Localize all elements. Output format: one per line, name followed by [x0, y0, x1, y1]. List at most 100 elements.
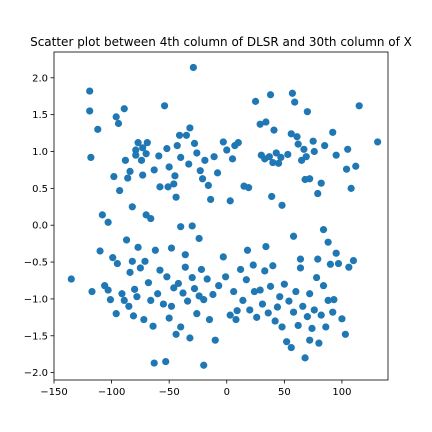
scatter-point [326, 260, 335, 268]
scatter-point [330, 296, 338, 304]
scatter-point [274, 159, 283, 167]
scatter-point [341, 330, 349, 338]
scatter-point [163, 144, 171, 153]
scatter-point [266, 91, 275, 99]
scatter-point [230, 287, 238, 296]
scatter-point [342, 165, 351, 173]
scatter-point [226, 197, 234, 205]
points-layer [67, 63, 382, 369]
scatter-point [156, 183, 164, 191]
y-tick-label: 2.0 [32, 73, 48, 84]
scatter-point [104, 286, 112, 294]
scatter-point [299, 302, 307, 310]
scatter-point [251, 97, 260, 105]
scatter-point [170, 284, 178, 292]
scatter-point [303, 108, 311, 116]
scatter-point [312, 273, 321, 282]
scatter-point [86, 87, 94, 95]
scatter-point [197, 265, 206, 274]
scatter-point [280, 280, 288, 288]
scatter-point [288, 89, 297, 97]
scatter-point [177, 153, 185, 161]
scatter-point [269, 158, 277, 167]
scatter-point [126, 268, 134, 276]
scatter-point [186, 334, 194, 342]
scatter-point [190, 285, 199, 293]
scatter-point [172, 330, 180, 338]
scatter-point [126, 167, 134, 176]
scatter-point [278, 201, 286, 209]
scatter-point [210, 153, 218, 161]
scatter-point [165, 314, 173, 322]
x-tick-label: 0 [224, 387, 230, 398]
scatter-point [86, 107, 94, 115]
scatter-point [154, 290, 162, 298]
scatter-point [329, 308, 337, 316]
scatter-point [287, 343, 295, 352]
scatter-point [314, 255, 322, 263]
scatter-point [165, 163, 173, 171]
y-tick-label: −1.0 [24, 294, 48, 305]
scatter-point [195, 234, 203, 243]
chart-title: Scatter plot between 4th column of DLSR … [30, 35, 412, 49]
scatter-point [301, 354, 309, 362]
scatter-point [204, 181, 212, 190]
scatter-point [293, 133, 301, 141]
scatter-point [139, 171, 147, 179]
scatter-point [167, 244, 176, 252]
scatter-point [198, 175, 207, 183]
scatter-point [319, 282, 328, 290]
scatter-point [294, 140, 302, 148]
scatter-point [219, 253, 227, 261]
scatter-point [125, 302, 133, 310]
scatter-point [289, 308, 298, 316]
scatter-point [317, 179, 325, 187]
scatter-point [324, 296, 332, 304]
scatter-point [314, 189, 322, 198]
x-tick-label: −100 [98, 387, 125, 398]
scatter-point [258, 300, 267, 308]
scatter-point [87, 153, 95, 161]
scatter-point [112, 310, 120, 318]
scatter-point [306, 290, 314, 298]
scatter-point [104, 218, 112, 226]
scatter-point [137, 156, 146, 164]
scatter-point [242, 276, 250, 284]
scatter-point [272, 149, 280, 157]
scatter-point [223, 146, 231, 154]
scatter-point [277, 153, 285, 161]
scatter-point [256, 120, 264, 128]
scatter-point [310, 147, 318, 156]
scatter-point [201, 156, 209, 164]
scatter-point [94, 125, 102, 133]
plot-frame [53, 51, 389, 381]
scatter-point [114, 119, 123, 128]
x-tick-label: −150 [40, 387, 67, 398]
scatter-point [306, 336, 314, 344]
scatter-point [226, 311, 234, 319]
y-tick-label: 0.0 [32, 221, 48, 232]
scatter-point [228, 155, 237, 163]
scatter-point [140, 315, 148, 324]
scatter-point [211, 336, 219, 344]
scatter-point [171, 172, 179, 180]
scatter-point [144, 279, 153, 287]
scatter-point [129, 312, 138, 320]
scatter-point [246, 306, 254, 314]
scatter-point [173, 142, 181, 150]
scatter-point [106, 296, 115, 304]
scatter-point [213, 169, 222, 177]
scatter-point [139, 144, 147, 152]
scatter-point [308, 324, 316, 332]
scatter-point [344, 145, 352, 153]
scatter-point [262, 242, 270, 251]
x-tick-label: 50 [278, 387, 291, 398]
y-tick-label: −0.5 [24, 258, 48, 269]
scatter-point [261, 267, 269, 275]
scatter-point [175, 131, 184, 139]
scatter-point [302, 153, 310, 161]
scatter-point [374, 138, 382, 146]
scatter-point [294, 321, 302, 330]
scatter-point [345, 263, 353, 271]
